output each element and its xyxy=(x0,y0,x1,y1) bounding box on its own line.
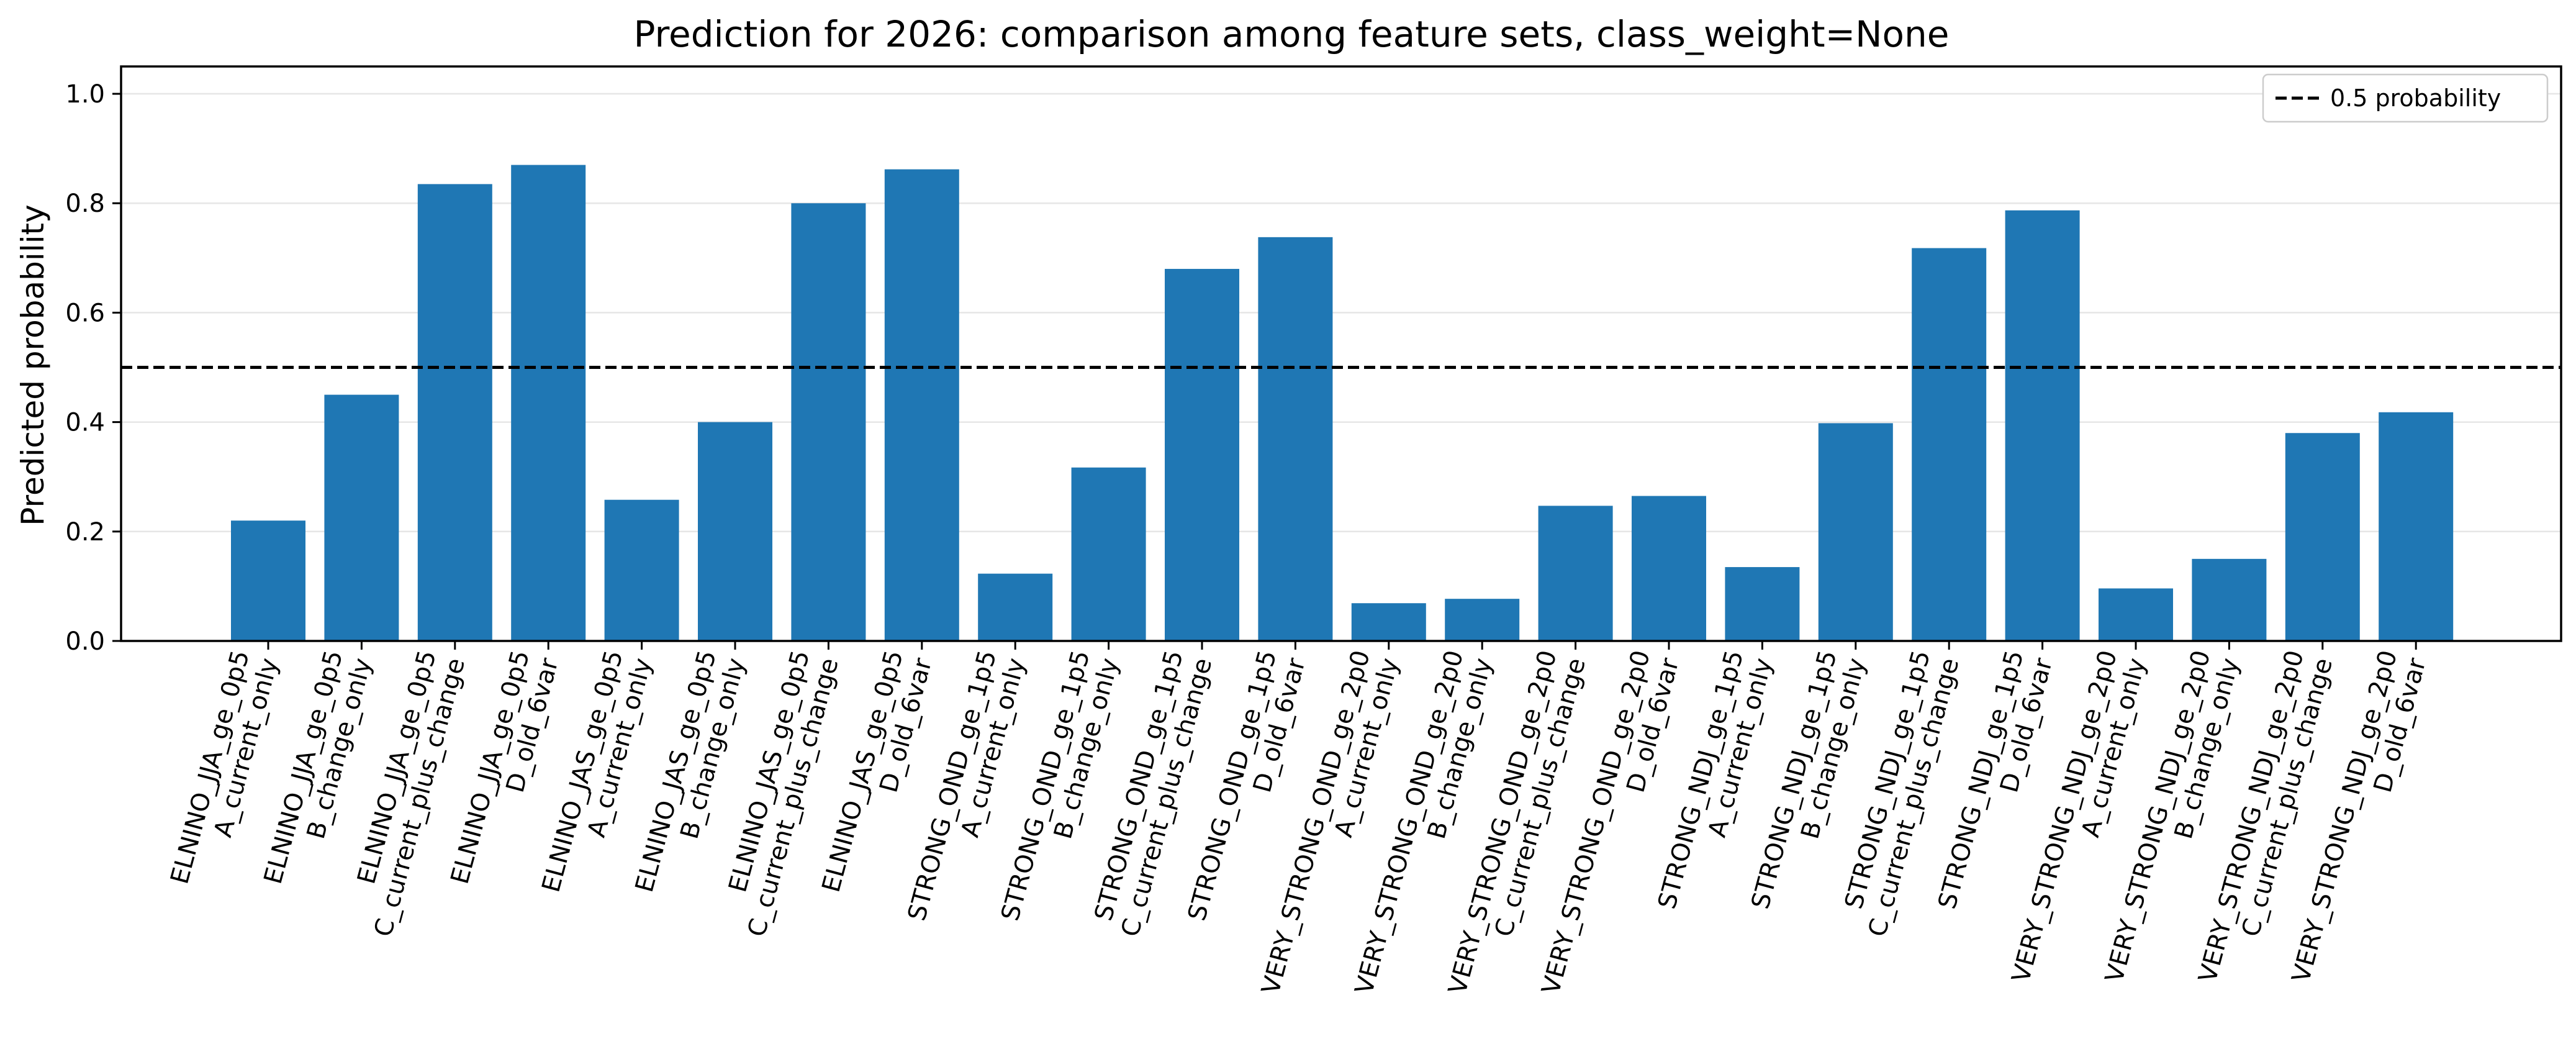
y-axis-label: Predicted probability xyxy=(15,204,51,525)
bar-13 xyxy=(1351,603,1426,641)
bar-10 xyxy=(1071,467,1146,641)
x-axis-ticks: ELNINO_JJA_ge_0p5A_current_onlyELNINO_JJ… xyxy=(165,641,2432,997)
legend-entry-label: 0.5 probability xyxy=(2330,84,2501,112)
bar-24 xyxy=(2379,412,2454,641)
bar-6 xyxy=(698,422,772,641)
bar-1 xyxy=(231,520,305,641)
bar-21 xyxy=(2099,588,2173,641)
y-tick-label-3: 0.6 xyxy=(65,299,105,327)
bar-9 xyxy=(978,573,1053,641)
bar-2 xyxy=(324,394,399,641)
bar-15 xyxy=(1538,506,1613,641)
y-axis-ticks: 0.0 0.2 0.4 0.6 0.8 1.0 xyxy=(65,80,121,656)
bar-20 xyxy=(2005,210,2080,641)
bar-16 xyxy=(1632,496,1706,641)
y-tick-label-0: 0.0 xyxy=(65,627,105,656)
bar-18 xyxy=(1818,423,1893,641)
legend: 0.5 probability xyxy=(2262,73,2549,123)
bar-22 xyxy=(2192,558,2267,641)
bar-14 xyxy=(1445,599,1520,641)
bar-19 xyxy=(1912,248,1987,641)
bar-7 xyxy=(791,203,866,641)
bar-12 xyxy=(1258,237,1333,641)
bar-23 xyxy=(2285,433,2360,641)
legend-box xyxy=(2262,73,2549,123)
bar-17 xyxy=(1725,567,1800,641)
chart-title: Prediction for 2026: comparison among fe… xyxy=(634,13,1950,55)
bar-5 xyxy=(604,499,679,641)
y-tick-label-4: 0.8 xyxy=(65,189,105,218)
bar-3 xyxy=(417,184,492,641)
bar-11 xyxy=(1165,268,1239,641)
plot-frame xyxy=(120,65,2562,642)
y-tick-label-1: 0.2 xyxy=(65,518,105,547)
bar-4 xyxy=(511,165,586,642)
bars xyxy=(231,165,2454,642)
y-tick-label-2: 0.4 xyxy=(65,409,105,437)
y-tick-label-5: 1.0 xyxy=(65,80,105,109)
bar-8 xyxy=(884,169,959,642)
